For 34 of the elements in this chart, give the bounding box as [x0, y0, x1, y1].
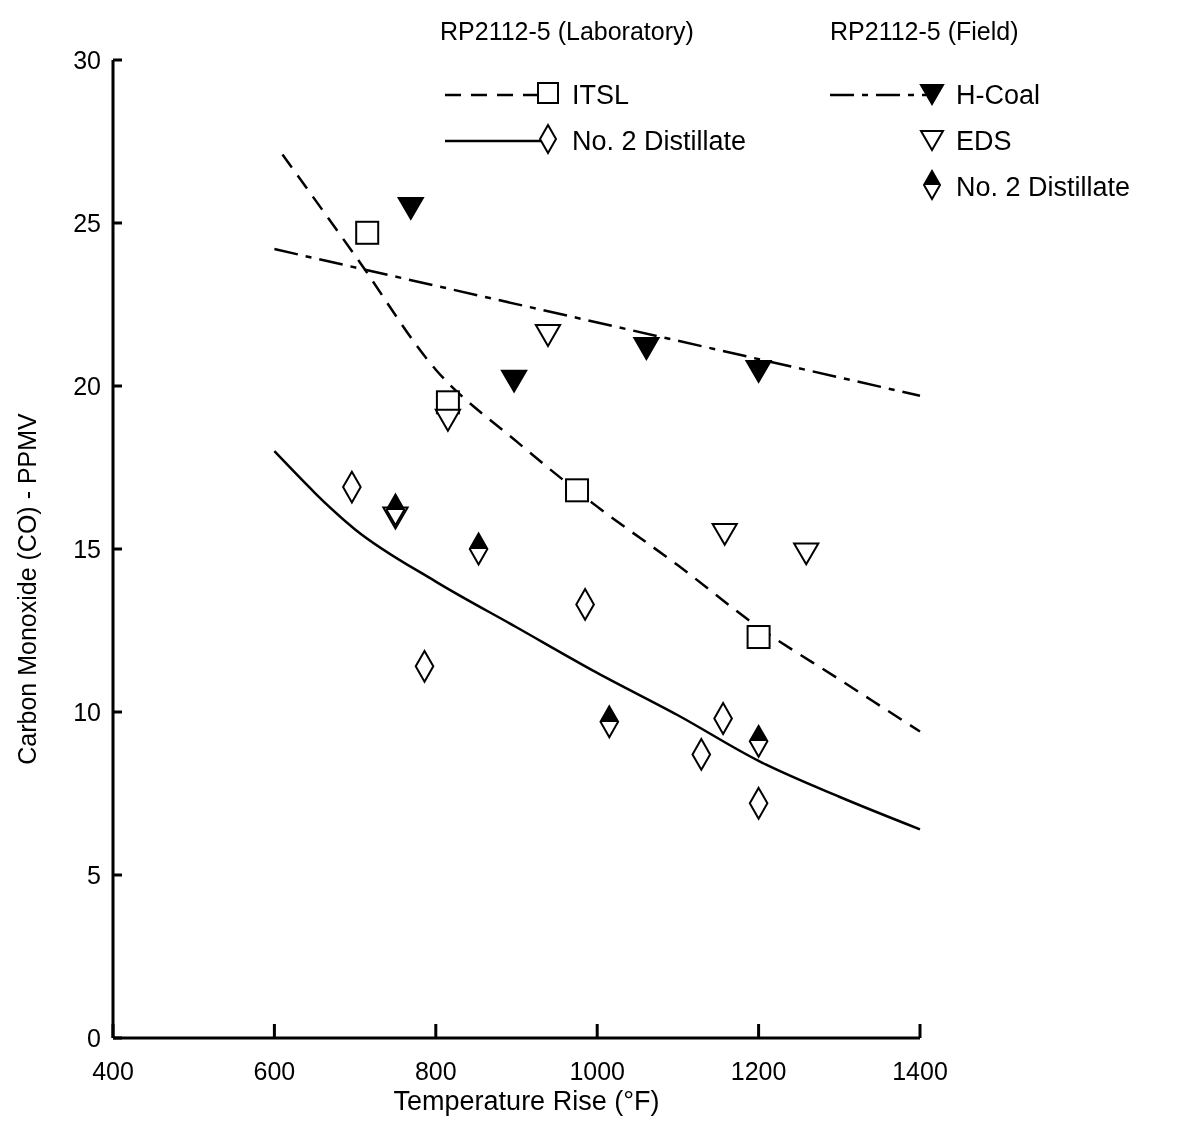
text: RP2112-5 (Field)	[830, 17, 1019, 45]
x-axis-title: Temperature Rise (°F)	[393, 1086, 660, 1116]
x-tick-label: 1000	[569, 1057, 626, 1085]
point	[565, 478, 590, 503]
line-series	[273, 449, 922, 831]
y-axis-title: Carbon Monoxide (CO) - PPMV	[13, 412, 41, 765]
text: RP2112-5 (Laboratory)	[440, 17, 694, 45]
point	[633, 337, 660, 360]
y-tick-label: 5	[87, 861, 101, 889]
x-tick-label: 400	[92, 1057, 134, 1085]
legend-label: H-Coal	[956, 80, 1041, 110]
point	[397, 196, 424, 220]
point	[500, 369, 528, 393]
y-tick-label: 20	[73, 372, 101, 400]
point	[355, 220, 380, 245]
y-tick-label: 10	[73, 698, 101, 726]
legend-label: EDS	[956, 126, 1012, 156]
x-tick-label: 1200	[730, 1057, 787, 1085]
x-tick-label: 800	[414, 1057, 457, 1085]
y-tick-label: 30	[73, 46, 101, 74]
point	[711, 522, 738, 546]
legend-label: No. 2 Distillate	[572, 126, 747, 156]
point	[793, 542, 820, 566]
point	[534, 324, 562, 347]
y-tick-label: 25	[73, 209, 101, 237]
x-tick-label: 1400	[892, 1057, 948, 1085]
x-tick-label: 600	[253, 1057, 296, 1085]
legend-label: ITSL	[572, 80, 630, 110]
point	[745, 359, 772, 383]
y-tick-label: 15	[73, 535, 101, 563]
point	[434, 408, 462, 432]
y-tick-label: 0	[87, 1024, 101, 1052]
point	[746, 625, 771, 650]
legend-label: No. 2 Distillate	[956, 172, 1131, 202]
